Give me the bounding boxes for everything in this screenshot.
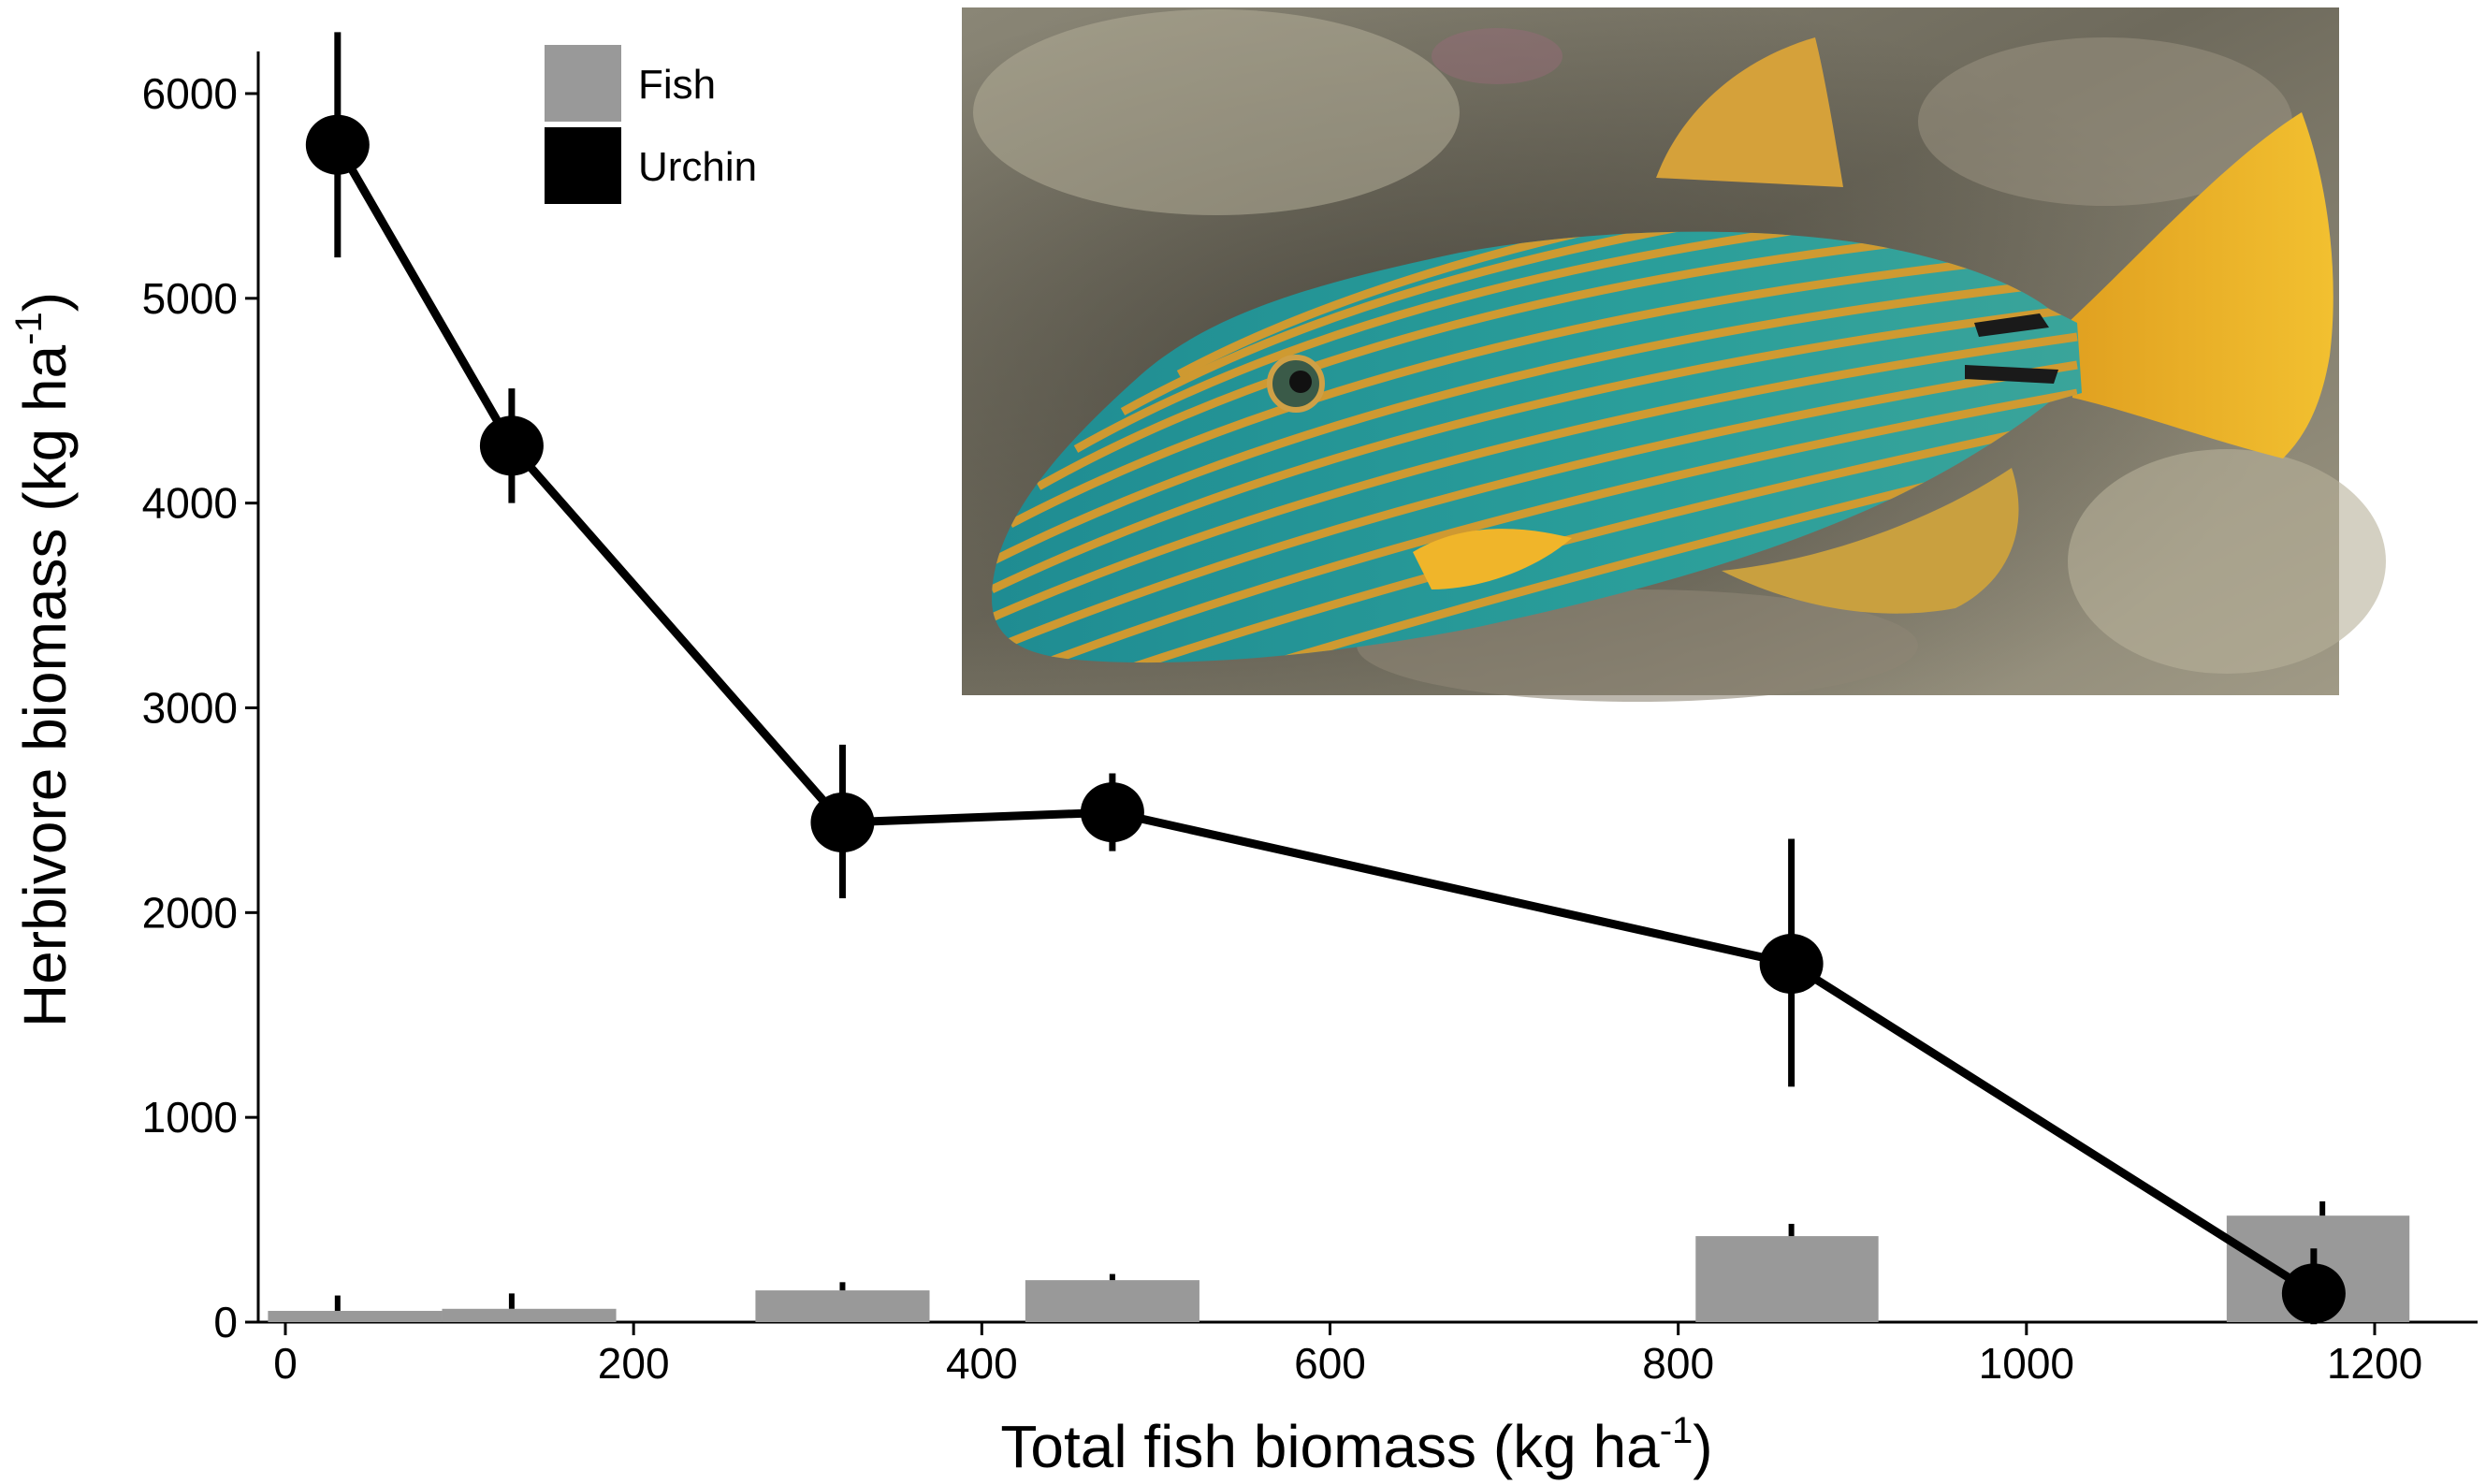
x-tick-label: 1000 xyxy=(1979,1339,2074,1388)
legend-swatch-fish xyxy=(545,45,621,122)
x-tick-label: 400 xyxy=(946,1339,1018,1388)
y-tick-label: 3000 xyxy=(142,684,238,733)
fish-bar xyxy=(268,1310,443,1322)
reef-rock xyxy=(973,9,1460,215)
fish-bar xyxy=(442,1308,617,1322)
y-axis-label: Herbivore biomass (kg ha-1) xyxy=(8,292,79,1027)
fish-bar xyxy=(1025,1280,1199,1322)
legend-label-fish: Fish xyxy=(638,62,716,108)
axes xyxy=(256,51,2478,1324)
x-tick-label: 1200 xyxy=(2327,1339,2422,1388)
legend-label-urchin: Urchin xyxy=(638,144,757,190)
urchin-point xyxy=(2281,1263,2346,1324)
urchin-point xyxy=(305,114,370,175)
y-tick-label: 0 xyxy=(213,1298,238,1346)
urchin-point xyxy=(810,793,875,853)
fish-bars xyxy=(268,1200,2410,1322)
y-tick-label: 4000 xyxy=(142,479,238,528)
coral-patch xyxy=(1432,28,1563,84)
y-tick-label: 2000 xyxy=(142,888,238,937)
legend-swatch-urchin xyxy=(545,127,621,204)
x-tick-label: 800 xyxy=(1642,1339,1714,1388)
fish-bar xyxy=(755,1290,930,1322)
inset-photo xyxy=(962,7,2386,702)
x-tick-label: 600 xyxy=(1294,1339,1366,1388)
urchin-point xyxy=(479,415,544,476)
urchin-point xyxy=(1080,782,1144,843)
x-tick-label: 0 xyxy=(273,1339,298,1388)
y-ticks: 0 1000 2000 3000 4000 5000 6000 xyxy=(142,69,258,1346)
urchin-point xyxy=(1759,934,1824,995)
y-tick-label: 6000 xyxy=(142,69,238,118)
legend: Fish Urchin xyxy=(545,45,757,204)
urchin-series xyxy=(305,32,2346,1325)
x-tick-label: 200 xyxy=(598,1339,670,1388)
x-ticks: 0 200 400 600 800 1000 1200 xyxy=(273,1322,2422,1388)
x-axis-label: Total fish biomass (kg ha-1) xyxy=(1000,1410,1712,1480)
reef-rock xyxy=(1918,37,2292,206)
y-tick-label: 5000 xyxy=(142,274,238,323)
y-tick-label: 1000 xyxy=(142,1093,238,1142)
fish-bar xyxy=(1695,1236,1879,1322)
reef-rock xyxy=(2068,449,2386,674)
urchin-line xyxy=(333,142,2317,1298)
